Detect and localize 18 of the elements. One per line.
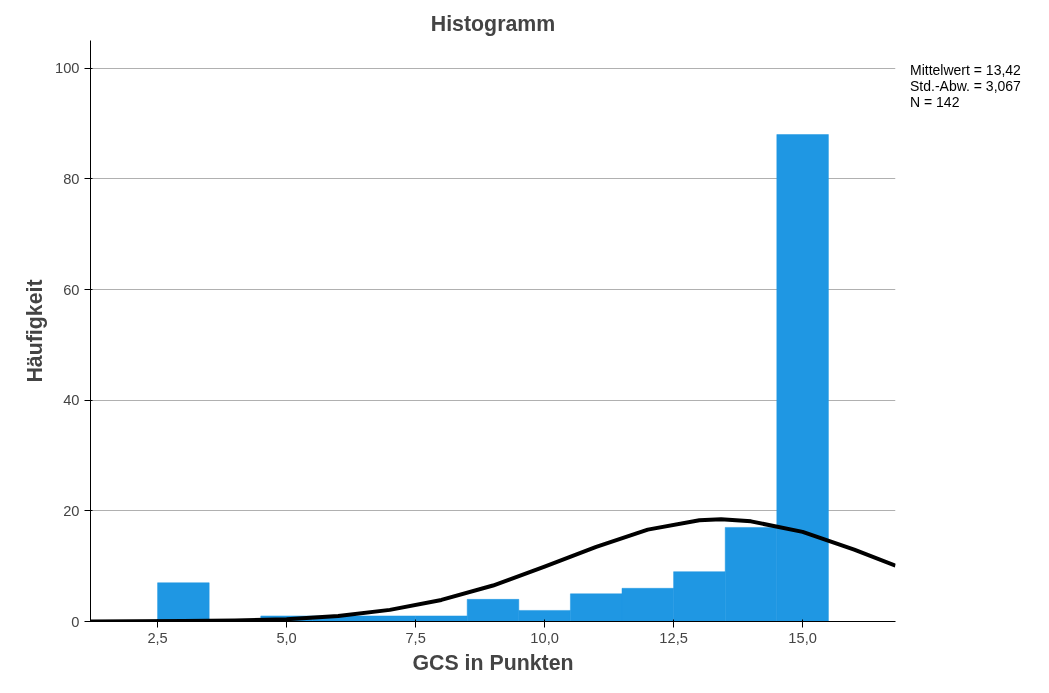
x-axis-title: GCS in Punkten: [412, 650, 574, 675]
chart-title: Histogramm: [430, 11, 556, 36]
x-tick-label: 7,5: [405, 629, 426, 646]
y-tick-label: 0: [71, 613, 80, 630]
x-tick-label: 5,0: [276, 629, 297, 646]
y-tick-label: 40: [63, 392, 80, 409]
text: N = 142: [910, 94, 960, 111]
x-tick-label: 2,5: [147, 629, 168, 646]
y-axis-title: Häufigkeit: [23, 279, 48, 383]
text: Mittelwert = 13,42: [910, 62, 1021, 78]
y-tick-label: 80: [63, 170, 80, 187]
y-tick-label: 60: [63, 281, 80, 298]
x-tick-label: 10,0: [530, 629, 559, 646]
x-tick-label: 15,0: [788, 629, 817, 646]
x-tick-label: 12,5: [659, 629, 688, 646]
y-tick-label: 20: [63, 502, 80, 519]
y-tick-label: 100: [55, 60, 80, 77]
text: Std.-Abw. = 3,067: [910, 78, 1021, 95]
